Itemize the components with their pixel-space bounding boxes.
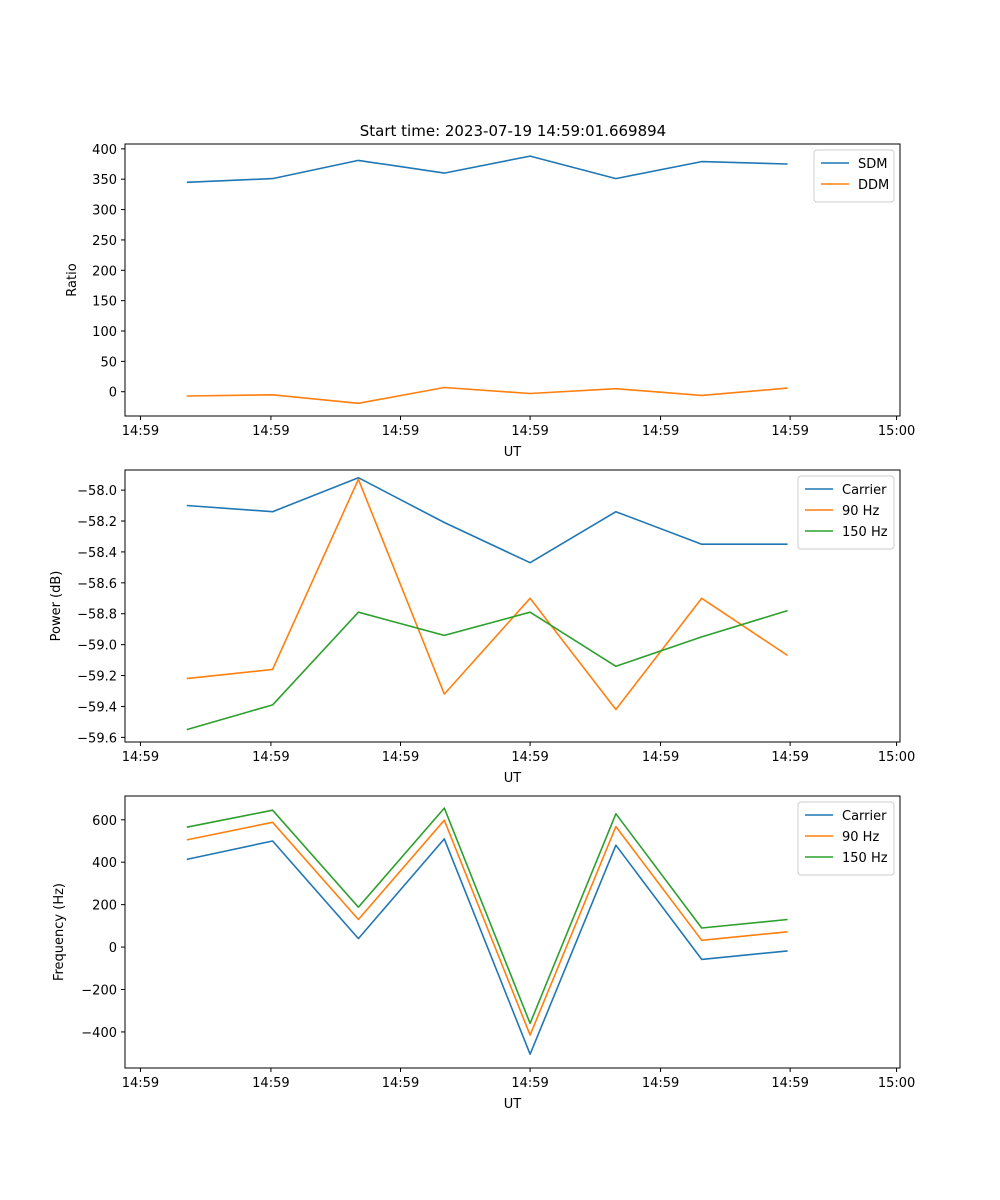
series-line-carrier	[186, 838, 788, 1055]
y-tick-label: 350	[92, 173, 117, 188]
y-tick-label: −58.4	[77, 546, 117, 561]
x-tick-label: 14:59	[511, 750, 548, 765]
x-tick-label: 15:00	[878, 424, 915, 439]
y-tick-label: 200	[92, 264, 117, 279]
x-tick-label: 14:59	[511, 424, 548, 439]
x-tick-label: 14:59	[511, 1076, 548, 1091]
axes-frame	[124, 143, 901, 417]
subplot-ratio: 14:59 14:59 14:59 14:59 14:59 14:59 15:00 400 35…	[65, 143, 915, 460]
y-tick-label: 50	[100, 355, 117, 370]
y-tick-label: −200	[81, 983, 117, 998]
x-tick-label: 14:59	[252, 424, 289, 439]
y-tick-label: 600	[92, 814, 117, 829]
y-tick-label: −58.2	[77, 515, 117, 530]
y-tick-label: −59.2	[77, 670, 117, 685]
x-axis-label: UT	[504, 771, 522, 786]
x-tick-label: 14:59	[252, 750, 289, 765]
x-axis-label: UT	[504, 1097, 522, 1112]
y-tick-label: −58.8	[77, 608, 117, 623]
x-tick-label: 14:59	[122, 1076, 159, 1091]
y-axis-label: Power (dB)	[49, 571, 64, 642]
y-tick-label: 100	[92, 325, 117, 340]
y-tick-label: −400	[81, 1026, 117, 1041]
x-axis-label: UT	[504, 445, 522, 460]
y-tick-label: −59.0	[77, 639, 117, 654]
x-tick-label: 14:59	[252, 1076, 289, 1091]
y-tick-label: 300	[92, 204, 117, 219]
x-tick-label: 14:59	[382, 750, 419, 765]
x-tick-label: 15:00	[878, 1076, 915, 1091]
x-tick-label: 14:59	[642, 424, 679, 439]
y-tick-label: −59.4	[77, 700, 117, 715]
legend-label: DDM	[858, 178, 889, 193]
legend-label: 90 Hz	[842, 504, 879, 519]
y-tick-label: 200	[92, 899, 117, 914]
subplot-frequency: 14:59 14:59 14:59 14:59 14:59 14:59 15:00 600 40…	[52, 795, 915, 1112]
legend-label: Carrier	[842, 483, 887, 498]
series-line-sdm	[186, 155, 788, 184]
series-line-150-hz	[186, 609, 788, 731]
x-tick-label: 14:59	[382, 1076, 419, 1091]
y-tick-label: 0	[109, 941, 117, 956]
y-tick-label: 400	[92, 143, 117, 158]
series-line-90-hz	[186, 819, 788, 1036]
series-line-150-hz	[186, 807, 788, 1025]
legend-label: Carrier	[842, 809, 887, 824]
y-axis-label: Frequency (Hz)	[52, 883, 67, 981]
x-tick-label: 15:00	[878, 750, 915, 765]
y-tick-label: −58.6	[77, 577, 117, 592]
x-tick-label: 14:59	[382, 424, 419, 439]
x-tick-label: 14:59	[642, 1076, 679, 1091]
y-tick-label: 250	[92, 234, 117, 249]
legend-label: 150 Hz	[842, 525, 888, 540]
subplot-power: 14:59 14:59 14:59 14:59 14:59 14:59 15:00 −58.0…	[49, 469, 915, 786]
y-axis-label: Ratio	[65, 263, 80, 296]
legend-label: 90 Hz	[842, 830, 879, 845]
y-tick-label: −58.0	[77, 484, 117, 499]
legend-label: 150 Hz	[842, 851, 888, 866]
axes-frame	[124, 469, 901, 743]
x-tick-label: 14:59	[771, 1076, 808, 1091]
y-tick-label: −59.6	[77, 731, 117, 746]
chart-title: Start time: 2023-07-19 14:59:01.669894	[360, 122, 666, 140]
y-tick-label: 150	[92, 295, 117, 310]
series-line-ddm	[186, 386, 788, 405]
series-line-carrier	[186, 476, 788, 564]
x-tick-label: 14:59	[122, 424, 159, 439]
legend-label: SDM	[858, 157, 887, 172]
series-line-90-hz	[186, 478, 789, 711]
y-tick-label: 0	[109, 386, 117, 401]
x-tick-label: 14:59	[771, 750, 808, 765]
y-tick-label: 400	[92, 856, 117, 871]
x-tick-label: 14:59	[642, 750, 679, 765]
axes-frame	[124, 795, 901, 1069]
x-tick-label: 14:59	[771, 424, 808, 439]
x-tick-label: 14:59	[122, 750, 159, 765]
